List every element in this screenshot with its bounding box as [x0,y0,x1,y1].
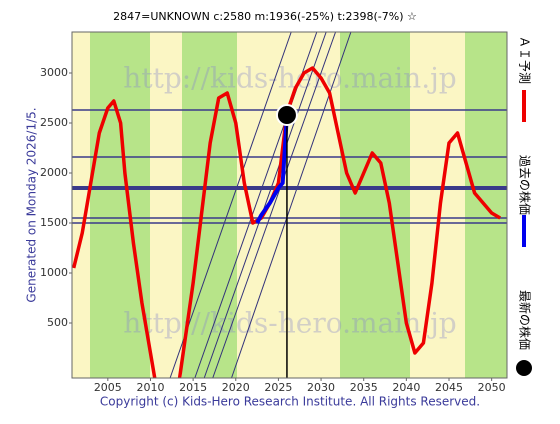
x-tick-label: 2010 [136,381,164,394]
y-tick-label: 500 [47,316,68,329]
x-tick-label: 2030 [307,381,335,394]
series-line [72,66,502,378]
legend-swatch [516,360,532,376]
legend-label: 過去の株価 [518,155,533,215]
legend-label: 最新の株価 [518,290,533,350]
y-tick-label: 2000 [40,166,68,179]
trend-line [203,32,327,378]
band [182,32,237,378]
watermark: http://kids-hero.main.jp [123,62,456,95]
y-tick-label: 1500 [40,216,68,229]
x-tick-label: 2025 [264,381,292,394]
legend-label: ＡＩ予測 [518,36,532,84]
x-tick-label: 2045 [435,381,463,394]
chart-title: 2847=UNKNOWN c:2580 m:1936(-25%) t:2398(… [113,10,417,23]
y-tick-label: 2500 [40,116,68,129]
plot [72,32,507,378]
watermark: http://kids-hero.main.jp [123,307,456,340]
latest-point [275,104,298,126]
y-tick-label: 1000 [40,266,68,279]
x-tick-label: 2015 [179,381,207,394]
x-tick-label: 2040 [392,381,420,394]
plot-frame [71,31,508,379]
trend-line [212,32,337,378]
trend-line [231,32,352,378]
footer: Copyright (c) Kids-Hero Research Institu… [100,395,480,409]
series-line [255,114,289,224]
x-tick-label: 2020 [222,381,250,394]
side-label: Generated on Monday 2026/1/5. [25,107,39,302]
x-tick-label: 2005 [94,381,122,394]
x-tick-label: 2035 [350,381,378,394]
x-tick-label: 2050 [478,381,506,394]
band [340,32,410,378]
band [90,32,150,378]
trend-line [169,32,292,378]
y-tick-label: 3000 [40,66,68,79]
